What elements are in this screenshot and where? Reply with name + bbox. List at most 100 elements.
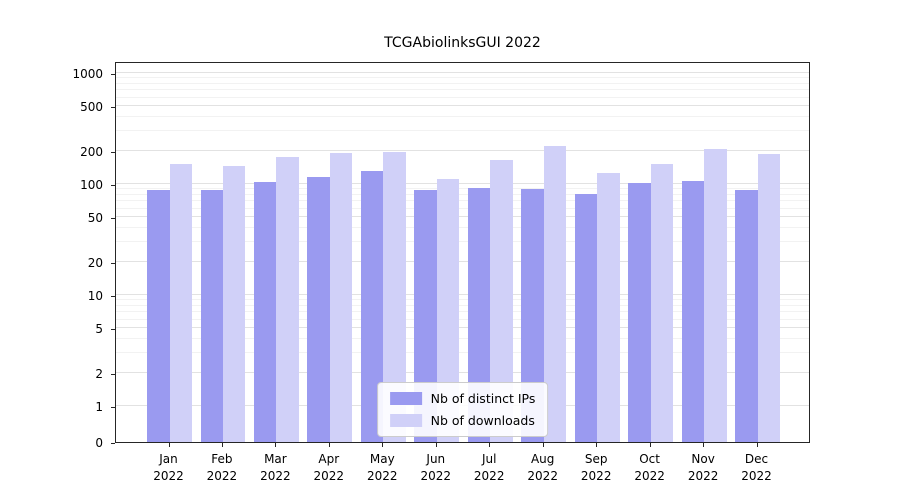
minor-gridline-30 <box>116 241 809 242</box>
minor-gridline-7 <box>116 311 809 313</box>
ytick-label-5: 5 <box>95 322 103 337</box>
bar-distinct-ips-jun <box>414 190 437 442</box>
xtick-label-oct: Oct 2022 <box>634 452 665 483</box>
xtick-label-aug: Aug 2022 <box>527 452 558 483</box>
minor-gridline-4 <box>116 338 809 340</box>
bar-downloads-dec <box>757 153 780 442</box>
legend-label-downloads: Nb of downloads <box>430 413 535 428</box>
ytick-mark-50 <box>111 218 115 220</box>
xtick-label-jul: Jul 2022 <box>473 452 505 483</box>
legend-item-distinct-ips: Nb of distinct IPs <box>389 391 536 406</box>
ytick-mark-20 <box>111 262 115 264</box>
xtick-mark-mar <box>275 443 277 447</box>
bar-distinct-ips-mar <box>253 181 277 442</box>
bar-downloads-oct <box>650 163 674 442</box>
bar-downloads-jun <box>436 178 460 442</box>
xtick-mark-oct <box>649 443 651 447</box>
bar-distinct-ips-oct <box>628 183 651 442</box>
xtick-label-jan: Jan 2022 <box>153 452 184 483</box>
xtick-mark-may <box>382 443 384 447</box>
xtick-mark-aug <box>542 443 544 447</box>
ytick-mark-1 <box>111 407 115 408</box>
major-gridline-2 <box>116 371 809 373</box>
legend: Nb of distinct IPs Nb of downloads <box>376 382 549 437</box>
y-axis: 0 1 2 5 10 20 50 100 200 500 1000 <box>0 62 115 450</box>
major-gridline-100 <box>116 183 809 184</box>
xtick-mark-jul <box>489 443 491 447</box>
ytick-label-500: 500 <box>80 100 103 115</box>
bar-distinct-ips-nov <box>681 181 705 442</box>
ytick-label-20: 20 <box>87 255 103 270</box>
major-gridline-1000 <box>116 72 809 73</box>
xtick-label-mar: Mar 2022 <box>260 452 291 483</box>
ytick-label-1: 1 <box>95 400 103 414</box>
ytick-mark-2 <box>111 373 115 375</box>
minor-gridline-90 <box>116 188 809 190</box>
minor-gridline-700 <box>116 89 809 91</box>
chart-title: TCGAbiolinksGUI 2022 <box>384 35 541 51</box>
minor-gridline-40 <box>116 227 809 229</box>
bar-downloads-jan <box>169 163 192 442</box>
minor-gridline-60 <box>116 207 809 209</box>
minor-gridline-600 <box>116 96 809 98</box>
xtick-label-dec: Dec 2022 <box>741 452 772 483</box>
bar-downloads-sep <box>597 173 620 442</box>
minor-gridline-900 <box>116 77 809 79</box>
xtick-mark-jun <box>435 443 437 447</box>
bar-downloads-may <box>383 151 406 442</box>
ytick-label-200: 200 <box>80 144 103 159</box>
ytick-mark-200 <box>111 151 115 153</box>
minor-gridline-80 <box>116 193 809 195</box>
major-gridline-500 <box>116 105 809 107</box>
minor-gridline-70 <box>116 200 809 202</box>
bar-downloads-aug <box>543 145 567 442</box>
minor-gridline-3 <box>116 352 809 353</box>
legend-swatch-downloads <box>389 414 422 427</box>
xtick-label-jun: Jun 2022 <box>420 452 452 483</box>
xtick-label-nov: Nov 2022 <box>687 452 719 483</box>
bar-distinct-ips-jul <box>467 188 491 442</box>
bar-distinct-ips-apr <box>307 177 330 442</box>
legend-item-downloads: Nb of downloads <box>389 413 536 428</box>
bar-distinct-ips-may <box>360 170 384 442</box>
xtick-mark-dec <box>756 443 758 447</box>
legend-swatch-distinct-ips <box>389 392 422 405</box>
bar-downloads-mar <box>276 157 299 442</box>
minor-gridline-8 <box>116 304 809 306</box>
minor-gridline-800 <box>116 82 809 84</box>
minor-gridline-6 <box>116 318 809 320</box>
xtick-label-feb: Feb 2022 <box>206 452 238 483</box>
xtick-mark-sep <box>596 443 598 447</box>
ytick-mark-1000 <box>111 74 115 75</box>
xtick-label-may: May 2022 <box>367 452 398 483</box>
xtick-label-sep: Sep 2022 <box>580 452 612 483</box>
minor-gridline-400 <box>116 116 809 118</box>
bar-distinct-ips-jan <box>147 190 170 442</box>
xtick-mark-apr <box>328 443 330 447</box>
major-gridline-10 <box>116 294 809 295</box>
major-gridline-5 <box>116 327 809 329</box>
bars-layer <box>116 63 809 442</box>
bar-downloads-jul <box>490 160 513 442</box>
ytick-label-50: 50 <box>87 211 103 226</box>
xtick-mark-feb <box>221 443 223 447</box>
minor-gridline-9 <box>116 299 809 301</box>
ytick-mark-100 <box>111 185 115 186</box>
bar-distinct-ips-sep <box>574 193 598 442</box>
ytick-mark-10 <box>111 296 115 297</box>
legend-label-distinct-ips: Nb of distinct IPs <box>430 391 536 406</box>
major-gridline-20 <box>116 260 809 262</box>
ytick-mark-500 <box>111 107 115 109</box>
major-gridline-50 <box>116 216 809 218</box>
ytick-label-100: 100 <box>80 178 103 192</box>
major-gridline-200 <box>116 149 809 151</box>
xtick-mark-jan <box>168 443 170 447</box>
bar-downloads-feb <box>222 166 246 442</box>
ytick-mark-0 <box>111 443 115 444</box>
minor-gridline-300 <box>116 130 809 131</box>
ytick-mark-5 <box>111 329 115 331</box>
ytick-label-10: 10 <box>87 289 103 303</box>
plot-area: Nb of distinct IPs Nb of downloads <box>115 62 810 443</box>
ytick-label-0: 0 <box>95 436 103 450</box>
